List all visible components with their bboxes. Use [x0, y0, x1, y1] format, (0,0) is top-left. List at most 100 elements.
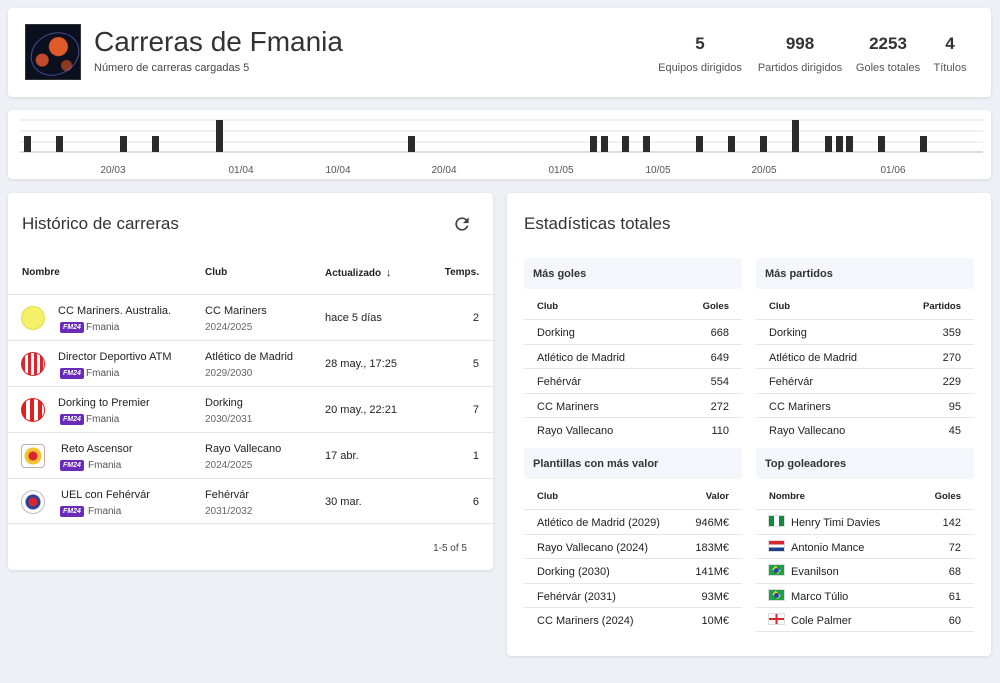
table-row: Evanilson 68 [756, 558, 974, 583]
timeline-activity-bar [920, 136, 927, 152]
career-season: 2024/2025 [205, 322, 253, 333]
career-updated: 30 mar. [325, 496, 362, 508]
row-label: Rayo Vallecano (2024) [537, 541, 649, 554]
column-header-club[interactable]: Club [205, 267, 228, 278]
row-label: CC Mariners [537, 400, 599, 413]
england-flag-icon [768, 613, 785, 625]
fm24-badge: FM24 [60, 368, 84, 379]
table-row[interactable]: Director Deportivo ATM FM24 Fmania Atlét… [8, 340, 493, 386]
row-label: CC Mariners [769, 400, 831, 413]
table-row[interactable]: UEL con Fehérvár FM24 Fmania Fehérvár 20… [8, 478, 493, 524]
row-label: Atlético de Madrid (2029) [537, 517, 660, 529]
sort-arrow-down-icon: ↓ [385, 267, 392, 279]
timeline-activity-bar [56, 136, 63, 152]
stat-value: 5 [695, 34, 705, 53]
timeline-tick-label: 10/04 [325, 165, 350, 176]
timeline-activity-bar [728, 136, 735, 152]
table-row[interactable]: Dorking to Premier FM24 Fmania Dorking 2… [8, 386, 493, 432]
row-label: Henry Timi Davies [791, 517, 881, 529]
row-value: 229 [942, 376, 961, 388]
header-card: Carreras de Fmania Número de carreras ca… [8, 8, 991, 97]
table-row[interactable]: Reto Ascensor FM24 Fmania Rayo Vallecano… [8, 432, 493, 478]
card-title: Histórico de carreras [22, 214, 179, 233]
career-club: Fehérvár [205, 489, 250, 501]
career-name[interactable]: Director Deportivo ATM [58, 351, 172, 363]
career-owner: Fmania [86, 414, 120, 425]
table-row: Fehérvár 229 [756, 368, 974, 393]
row-value: 668 [710, 327, 729, 339]
total-stats-card: Estadísticas totales Más goles Club Gole… [507, 193, 991, 656]
brazil-flag-icon [768, 588, 785, 601]
table-row: Dorking 359 [756, 319, 974, 344]
table-header: Club Valor [524, 479, 742, 509]
timeline-activity-bar [24, 136, 31, 152]
row-label: Fehérvár (2031) [537, 590, 616, 603]
stat-value: 4 [945, 34, 955, 53]
career-owner: Fmania [86, 322, 120, 333]
stat-label: Equipos dirigidos [658, 62, 742, 74]
atletico-crest-icon [21, 352, 45, 376]
table-row: CC Mariners 272 [524, 392, 742, 418]
column-header-temps[interactable]: Temps. [444, 267, 479, 278]
table-row: Rayo Vallecano 45 [756, 417, 974, 442]
table-row: Atlético de Madrid 649 [524, 343, 742, 369]
table-row: Atlético de Madrid 270 [756, 343, 974, 369]
career-name[interactable]: CC Mariners. Australia. [58, 305, 172, 317]
career-owner: Fmania [88, 460, 122, 471]
timeline-activity-bar [825, 136, 832, 152]
table-row[interactable]: CC Mariners. Australia. FM24 Fmania CC M… [8, 294, 493, 340]
row-value: 649 [710, 351, 729, 364]
career-owner: Fmania [88, 506, 122, 517]
career-name[interactable]: UEL con Fehérvár [61, 489, 150, 501]
timeline-tick-label: 10/05 [645, 165, 670, 176]
row-value: 45 [948, 425, 961, 437]
timeline-activity-bar [792, 120, 799, 152]
page-title: Carreras de Fmania [94, 26, 343, 57]
stat-value: 2253 [869, 34, 907, 53]
career-updated: 28 may., 17:25 [325, 358, 397, 370]
timeline-tick-label: 20/05 [751, 165, 776, 176]
table-header: Nombre Goles [756, 479, 974, 509]
row-label: Evanilson [791, 566, 839, 578]
page-subtitle: Número de carreras cargadas 5 [94, 62, 250, 74]
career-club: CC Mariners [205, 305, 267, 317]
timeline-chart: 20/03 01/04 10/04 20/04 01/05 10/05 20/0… [20, 119, 983, 176]
row-value: 554 [710, 376, 729, 388]
career-name[interactable]: Dorking to Premier [58, 397, 150, 409]
column-header-name[interactable]: Nombre [22, 267, 60, 278]
table-header: Club Goles [524, 289, 742, 319]
row-label: Rayo Vallecano [769, 425, 846, 437]
table-title: Más goles [524, 258, 742, 289]
career-seasons-count: 5 [472, 358, 479, 370]
career-seasons-count: 1 [472, 450, 479, 462]
timeline-activity-bar [120, 136, 127, 152]
column-header: Nombre [769, 491, 805, 502]
stat-label: Títulos [933, 62, 967, 74]
career-name[interactable]: Reto Ascensor [61, 443, 133, 455]
stat-matches: 998 Partidos dirigidos [753, 34, 847, 74]
fm24-badge: FM24 [60, 414, 84, 425]
column-header-updated[interactable]: Actualizado ↓ [325, 267, 391, 279]
timeline-tick-label: 01/06 [880, 165, 905, 176]
timeline-tick-label: 20/03 [100, 165, 125, 176]
table-row: Rayo Vallecano (2024) 183M€ [524, 533, 742, 559]
career-club: Atlético de Madrid [205, 351, 294, 363]
stat-titles: 4 Títulos [930, 34, 970, 74]
timeline-activity-bar [216, 120, 223, 152]
refresh-icon[interactable] [452, 214, 472, 234]
brazil-flag-icon [768, 564, 785, 576]
career-season: 2029/2030 [205, 368, 253, 379]
table-row: Marco Túlio 61 [756, 582, 974, 608]
stat-teams: 5 Equipos dirigidos [655, 34, 745, 74]
activity-timeline: 20/03 01/04 10/04 20/04 01/05 10/05 20/0… [8, 110, 991, 179]
career-updated: 17 abr. [325, 450, 359, 462]
career-updated: 20 may., 22:21 [325, 404, 397, 416]
column-header: Goles [934, 491, 961, 502]
row-value: 95 [948, 400, 961, 413]
row-label: Dorking (2030) [537, 566, 610, 578]
row-value: 141M€ [695, 566, 729, 578]
stat-goals: 2253 Goles totales [852, 34, 924, 74]
timeline-activity-bar [760, 136, 767, 152]
career-seasons-count: 6 [472, 496, 479, 508]
career-seasons-count: 7 [472, 404, 479, 416]
